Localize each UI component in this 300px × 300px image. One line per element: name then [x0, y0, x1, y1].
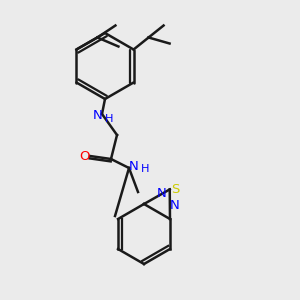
Text: N: N — [169, 199, 179, 212]
Text: N: N — [157, 187, 166, 200]
Text: N: N — [129, 160, 138, 173]
Text: N: N — [93, 109, 102, 122]
Text: S: S — [172, 183, 180, 196]
Text: O: O — [79, 149, 89, 163]
Text: H: H — [141, 164, 150, 175]
Text: H: H — [105, 113, 114, 124]
